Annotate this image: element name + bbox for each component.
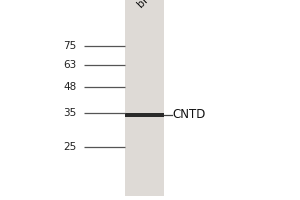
- Bar: [124, 113, 164, 117]
- Text: 35: 35: [63, 108, 76, 118]
- Bar: [124, 0, 164, 196]
- Text: CNTD: CNTD: [172, 108, 206, 121]
- Text: brain: brain: [136, 0, 163, 9]
- Text: 63: 63: [63, 60, 76, 70]
- Text: 75: 75: [63, 41, 76, 51]
- Text: 25: 25: [63, 142, 76, 152]
- Text: 48: 48: [63, 82, 76, 92]
